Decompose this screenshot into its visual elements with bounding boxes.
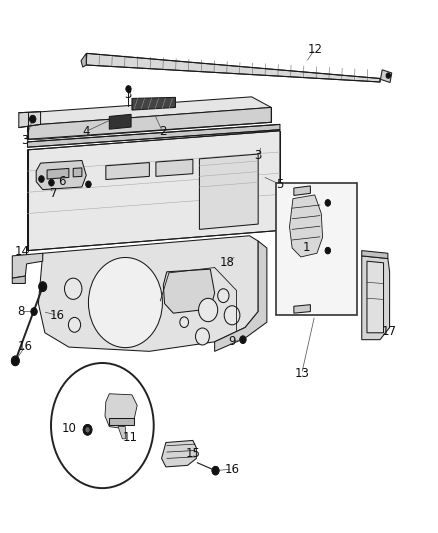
Polygon shape xyxy=(28,124,280,147)
Polygon shape xyxy=(362,256,390,340)
Polygon shape xyxy=(12,253,43,278)
Text: 15: 15 xyxy=(185,447,200,459)
Circle shape xyxy=(68,317,81,332)
Text: 17: 17 xyxy=(381,325,396,338)
Text: 3: 3 xyxy=(254,149,262,161)
Text: 14: 14 xyxy=(15,245,30,258)
Circle shape xyxy=(31,308,37,316)
Text: 16: 16 xyxy=(18,340,33,352)
Text: 12: 12 xyxy=(307,43,322,55)
Polygon shape xyxy=(106,163,149,180)
Polygon shape xyxy=(39,236,258,351)
Polygon shape xyxy=(162,440,196,467)
Polygon shape xyxy=(367,261,384,333)
Circle shape xyxy=(30,115,36,123)
Polygon shape xyxy=(28,131,280,251)
Polygon shape xyxy=(36,160,86,190)
Circle shape xyxy=(83,424,92,435)
Polygon shape xyxy=(199,154,258,229)
Text: 16: 16 xyxy=(49,309,64,322)
Polygon shape xyxy=(81,53,86,67)
Polygon shape xyxy=(12,276,25,284)
Polygon shape xyxy=(294,186,311,196)
Circle shape xyxy=(39,282,47,292)
Circle shape xyxy=(224,306,240,325)
Circle shape xyxy=(49,180,54,186)
Polygon shape xyxy=(132,98,176,110)
Text: 11: 11 xyxy=(122,431,137,444)
Polygon shape xyxy=(28,97,271,124)
Polygon shape xyxy=(105,394,137,428)
Circle shape xyxy=(240,336,246,343)
Polygon shape xyxy=(19,112,41,127)
Polygon shape xyxy=(215,241,267,351)
Circle shape xyxy=(325,247,330,254)
Text: 3: 3 xyxy=(21,134,29,147)
Polygon shape xyxy=(47,168,69,179)
Polygon shape xyxy=(86,53,380,82)
Text: 13: 13 xyxy=(294,367,309,380)
Text: 10: 10 xyxy=(61,422,76,435)
Circle shape xyxy=(39,176,44,182)
Text: 16: 16 xyxy=(225,463,240,475)
Circle shape xyxy=(386,73,391,78)
Polygon shape xyxy=(381,70,392,83)
Polygon shape xyxy=(110,114,131,129)
Circle shape xyxy=(195,328,209,345)
Text: 1: 1 xyxy=(302,241,310,254)
Text: 5: 5 xyxy=(276,178,284,191)
Text: 9: 9 xyxy=(228,335,236,348)
Text: 2: 2 xyxy=(159,125,166,138)
Text: 7: 7 xyxy=(50,187,57,200)
Circle shape xyxy=(212,466,219,475)
Bar xyxy=(276,183,357,316)
Circle shape xyxy=(218,289,229,303)
Text: 4: 4 xyxy=(82,125,90,138)
Polygon shape xyxy=(118,426,125,439)
Circle shape xyxy=(325,200,330,206)
Text: 3: 3 xyxy=(124,87,131,101)
Circle shape xyxy=(85,426,90,433)
Polygon shape xyxy=(73,168,82,177)
Polygon shape xyxy=(156,159,193,176)
Circle shape xyxy=(180,317,188,327)
Polygon shape xyxy=(290,195,322,257)
Polygon shape xyxy=(294,305,311,313)
Circle shape xyxy=(126,86,131,92)
Text: 6: 6 xyxy=(59,175,66,188)
Circle shape xyxy=(11,356,19,366)
Polygon shape xyxy=(110,418,134,424)
Polygon shape xyxy=(28,108,271,139)
Circle shape xyxy=(88,257,162,348)
Circle shape xyxy=(198,298,218,321)
Circle shape xyxy=(51,363,154,488)
Text: 18: 18 xyxy=(219,256,234,269)
Polygon shape xyxy=(163,269,215,313)
Text: 8: 8 xyxy=(17,305,25,318)
Circle shape xyxy=(86,181,91,188)
Polygon shape xyxy=(362,251,388,259)
Circle shape xyxy=(64,278,82,300)
